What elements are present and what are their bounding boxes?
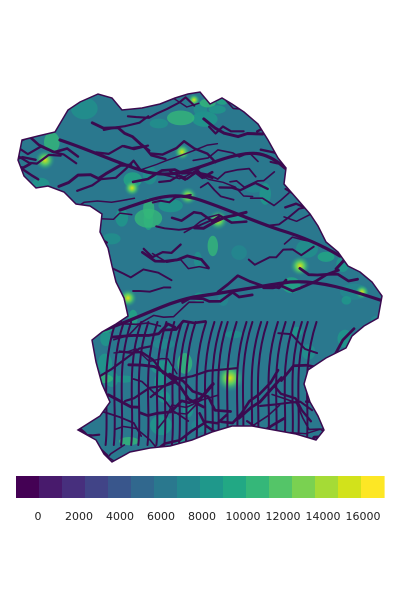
legend-swatch (39, 476, 63, 498)
legend-tick-2000: 2000 (65, 510, 93, 523)
legend-tick-0: 0 (35, 510, 42, 523)
legend-tick-8000: 8000 (188, 510, 216, 523)
legend-swatch (16, 476, 40, 498)
legend-swatch (292, 476, 316, 498)
legend-tick-4000: 4000 (106, 510, 134, 523)
legend-tick-16000: 16000 (346, 510, 381, 523)
legend-swatch (154, 476, 178, 498)
legend-tick-labels: 0 2000 4000 6000 8000 10000 12000 14000 … (35, 510, 381, 523)
legend-swatch (200, 476, 224, 498)
legend-swatch (108, 476, 132, 498)
legend-swatch (85, 476, 109, 498)
legend-swatch (131, 476, 155, 498)
legend-swatch (315, 476, 339, 498)
legend-swatch (223, 476, 247, 498)
legend-swatch (177, 476, 201, 498)
legend-swatch (246, 476, 270, 498)
legend-tick-12000: 12000 (266, 510, 301, 523)
legend-swatch (269, 476, 293, 498)
distance-raster-map (17, 91, 383, 463)
legend-color-bar (16, 476, 385, 498)
legend-swatch (361, 476, 385, 498)
legend-tick-10000: 10000 (226, 510, 261, 523)
color-legend: 0 2000 4000 6000 8000 10000 12000 14000 … (16, 476, 385, 523)
legend-tick-14000: 14000 (306, 510, 341, 523)
legend-tick-6000: 6000 (147, 510, 175, 523)
legend-swatch (338, 476, 362, 498)
legend-swatch (62, 476, 86, 498)
